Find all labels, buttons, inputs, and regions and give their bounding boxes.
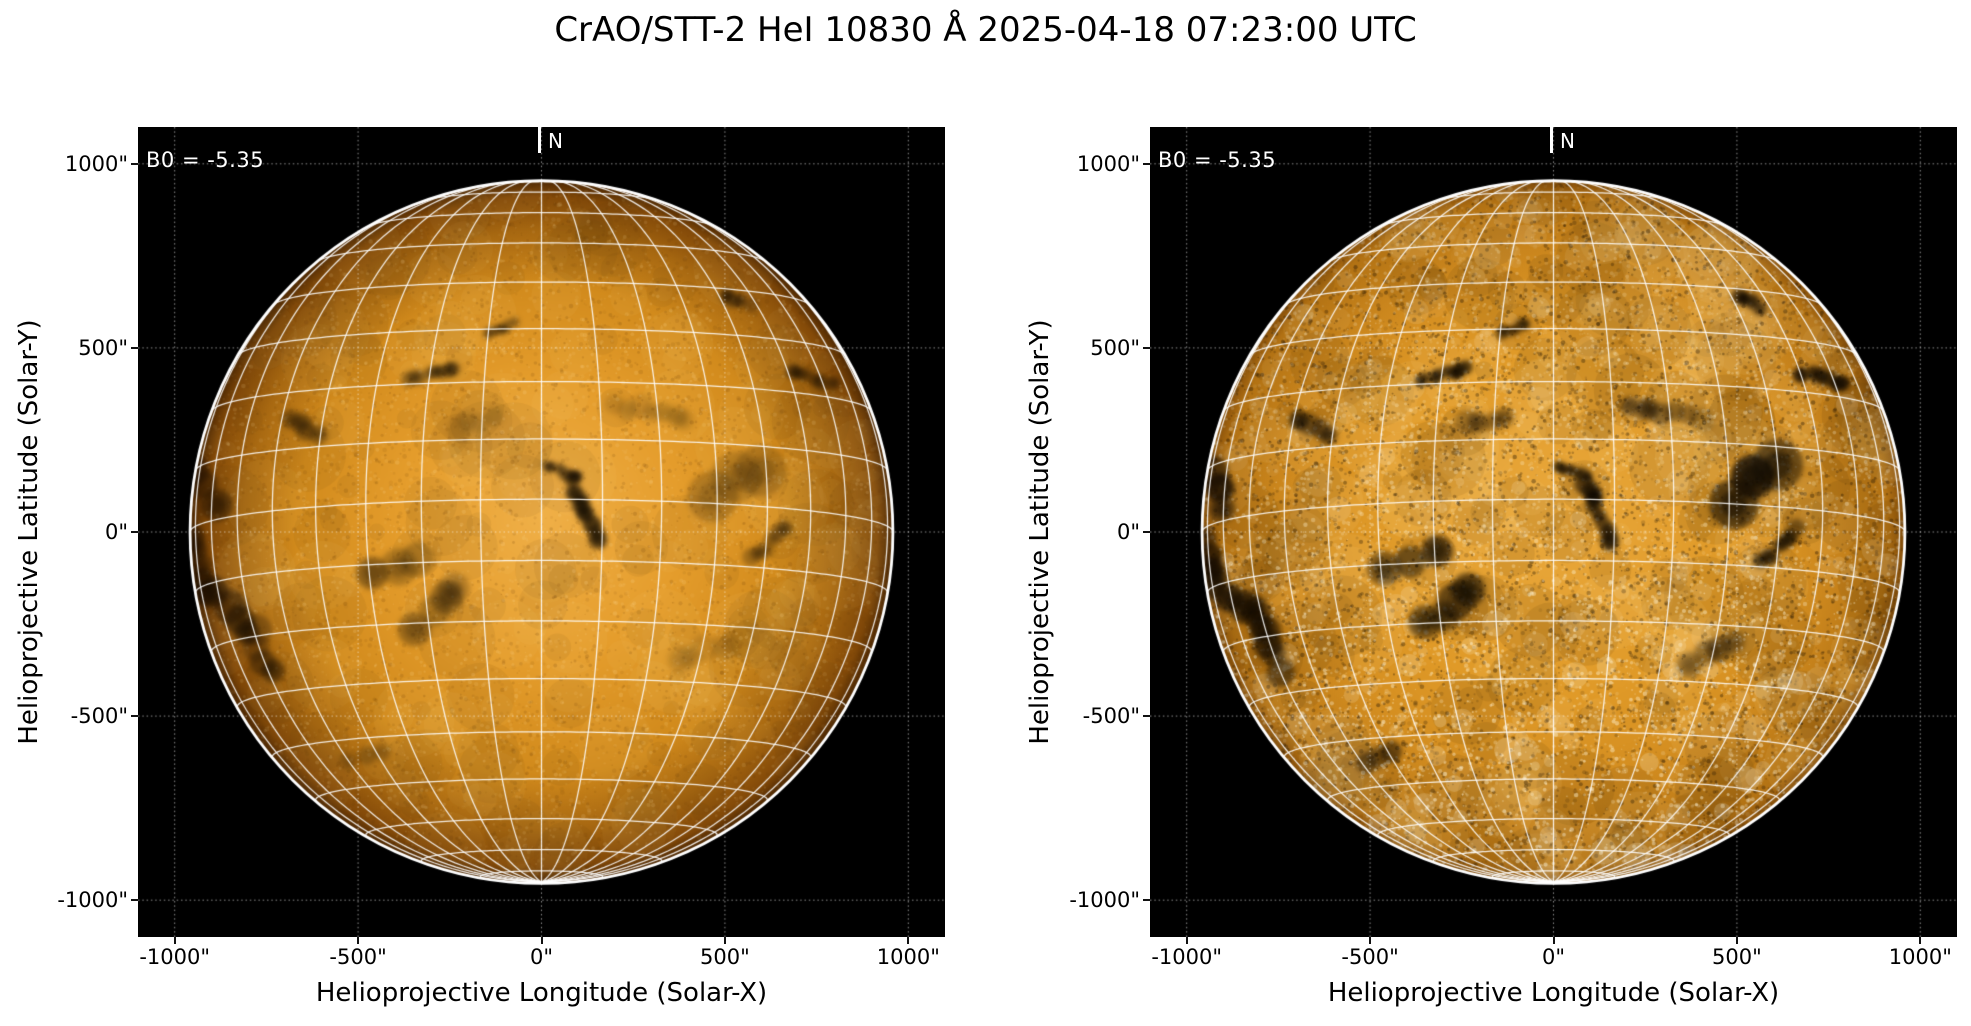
y-tick-mark [1143, 531, 1150, 533]
y-tick-label: -1000" [1069, 888, 1140, 913]
y-tick-label: -1000" [57, 888, 128, 913]
x-tick-label: 0" [1541, 945, 1566, 969]
y-tick-mark [1143, 162, 1150, 165]
north-marker-label: N [1560, 129, 1575, 153]
x-axis-label: Helioprojective Longitude (Solar-X) [315, 978, 768, 1008]
y-tick-label: 0" [1116, 520, 1140, 544]
b0-annotation: B0 = -5.35 [146, 148, 265, 172]
x-tick-label: -1000" [139, 945, 211, 969]
y-axis-label: Helioprojective Latitude (Solar-Y) [1025, 319, 1055, 745]
x-tick-label: -500" [329, 945, 387, 969]
x-tick-mark [357, 937, 360, 944]
b0-annotation: B0 = -5.35 [1158, 148, 1277, 172]
y-tick-mark [131, 346, 138, 349]
solar-disk-image-right [1150, 127, 1957, 937]
x-tick-mark [723, 937, 726, 944]
north-marker-label: N [548, 129, 563, 153]
x-tick-mark [1552, 937, 1555, 944]
solar-disk-image-left [138, 127, 945, 937]
x-tick-mark [540, 937, 543, 944]
north-marker-tick [538, 127, 541, 153]
y-tick-mark [131, 715, 138, 718]
x-tick-label: 1000" [1888, 945, 1952, 969]
y-tick-label: 500" [1090, 335, 1140, 360]
solar-panel-left: B0 = -5.35 N Helioprojective Longitude (… [57, 127, 945, 1008]
x-tick-label: -1000" [1151, 945, 1223, 969]
x-tick-mark [173, 937, 176, 944]
y-tick-mark [131, 899, 138, 902]
x-tick-mark [1369, 937, 1372, 944]
x-tick-label: 500" [1712, 945, 1762, 969]
y-tick-label: 0" [104, 520, 128, 544]
x-tick-label: 0" [529, 945, 554, 969]
solar-panel-right: B0 = -5.35 N Helioprojective Longitude (… [1069, 127, 1957, 1008]
y-tick-label: 1000" [1076, 151, 1140, 176]
x-axis-label: Helioprojective Longitude (Solar-X) [1327, 978, 1780, 1008]
north-marker-tick [1550, 127, 1553, 153]
y-tick-label: 1000" [64, 151, 128, 176]
x-tick-mark [1919, 937, 1922, 944]
x-tick-mark [1735, 937, 1738, 944]
y-tick-mark [1143, 715, 1150, 718]
y-tick-label: -500" [1082, 704, 1140, 729]
y-tick-mark [1143, 346, 1150, 349]
y-axis-label: Helioprojective Latitude (Solar-Y) [14, 319, 44, 745]
figure-title: CrAO/STT-2 HeI 10830 Å 2025-04-18 07:23:… [554, 10, 1417, 50]
x-tick-label: 1000" [876, 945, 940, 969]
x-tick-label: 500" [700, 945, 750, 969]
x-tick-mark [1185, 937, 1188, 944]
y-tick-label: 500" [78, 335, 128, 360]
y-tick-label: -500" [70, 704, 128, 729]
x-tick-mark [907, 937, 910, 944]
y-tick-mark [131, 162, 138, 165]
y-tick-mark [1143, 899, 1150, 902]
x-tick-label: -500" [1341, 945, 1399, 969]
y-tick-mark [131, 531, 138, 533]
